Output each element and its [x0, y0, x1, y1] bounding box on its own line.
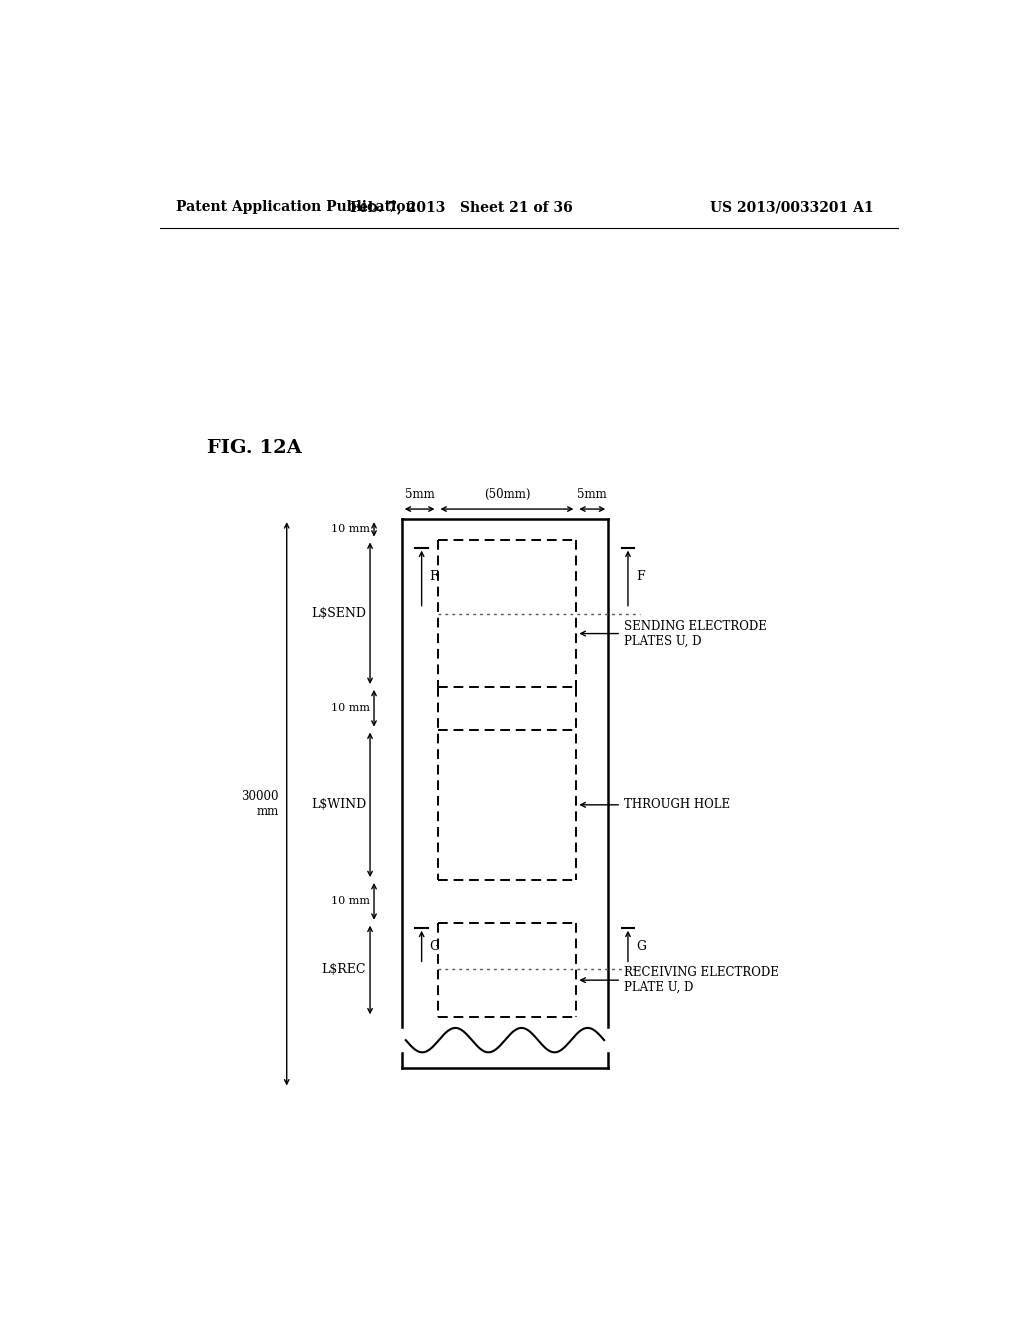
- Text: 5mm: 5mm: [404, 488, 434, 500]
- Text: (50mm): (50mm): [483, 488, 530, 500]
- Text: US 2013/0033201 A1: US 2013/0033201 A1: [711, 201, 873, 214]
- Text: THROUGH HOLE: THROUGH HOLE: [581, 799, 730, 812]
- Text: 10 mm: 10 mm: [331, 524, 370, 535]
- Text: Patent Application Publication: Patent Application Publication: [176, 201, 416, 214]
- Text: 10 mm: 10 mm: [331, 704, 370, 713]
- Text: 5mm: 5mm: [578, 488, 607, 500]
- Text: G: G: [430, 940, 439, 953]
- Text: 30000
mm: 30000 mm: [242, 789, 279, 818]
- Text: Feb. 7, 2013   Sheet 21 of 36: Feb. 7, 2013 Sheet 21 of 36: [350, 201, 572, 214]
- Text: FIG. 12A: FIG. 12A: [207, 440, 302, 457]
- Text: F: F: [430, 570, 438, 583]
- Text: F: F: [636, 570, 644, 583]
- Text: SENDING ELECTRODE
PLATES U, D: SENDING ELECTRODE PLATES U, D: [581, 619, 767, 648]
- Text: L$REC: L$REC: [322, 964, 367, 977]
- Text: L$SEND: L$SEND: [311, 607, 367, 619]
- Text: 10 mm: 10 mm: [331, 896, 370, 907]
- Text: RECEIVING ELECTRODE
PLATE U, D: RECEIVING ELECTRODE PLATE U, D: [581, 966, 779, 994]
- Text: G: G: [636, 940, 646, 953]
- Text: L$WIND: L$WIND: [311, 799, 367, 812]
